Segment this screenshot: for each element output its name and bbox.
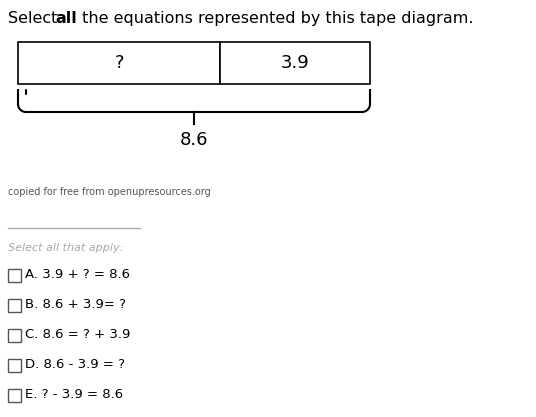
Text: the equations represented by this tape diagram.: the equations represented by this tape d… (77, 10, 473, 25)
Text: copied for free from openupresources.org: copied for free from openupresources.org (8, 187, 211, 197)
Bar (8, 299, 21, 311)
Bar (8, 389, 21, 402)
Text: Select: Select (8, 10, 63, 25)
Text: D. 8.6 - 3.9 = ?: D. 8.6 - 3.9 = ? (25, 359, 125, 372)
Text: all: all (55, 10, 77, 25)
Text: ?: ? (114, 54, 124, 72)
Bar (18, 42, 220, 84)
Text: 8.6: 8.6 (180, 131, 209, 149)
Text: Select all that apply:: Select all that apply: (8, 243, 123, 253)
Text: C. 8.6 = ? + 3.9: C. 8.6 = ? + 3.9 (25, 329, 130, 342)
Bar (8, 269, 21, 281)
Bar (220, 42, 370, 84)
Text: B. 8.6 + 3.9= ?: B. 8.6 + 3.9= ? (25, 299, 126, 311)
Text: 3.9: 3.9 (281, 54, 309, 72)
Text: A. 3.9 + ? = 8.6: A. 3.9 + ? = 8.6 (25, 269, 130, 281)
Bar (8, 329, 21, 342)
Text: E. ? - 3.9 = 8.6: E. ? - 3.9 = 8.6 (25, 389, 123, 402)
Bar (8, 359, 21, 372)
